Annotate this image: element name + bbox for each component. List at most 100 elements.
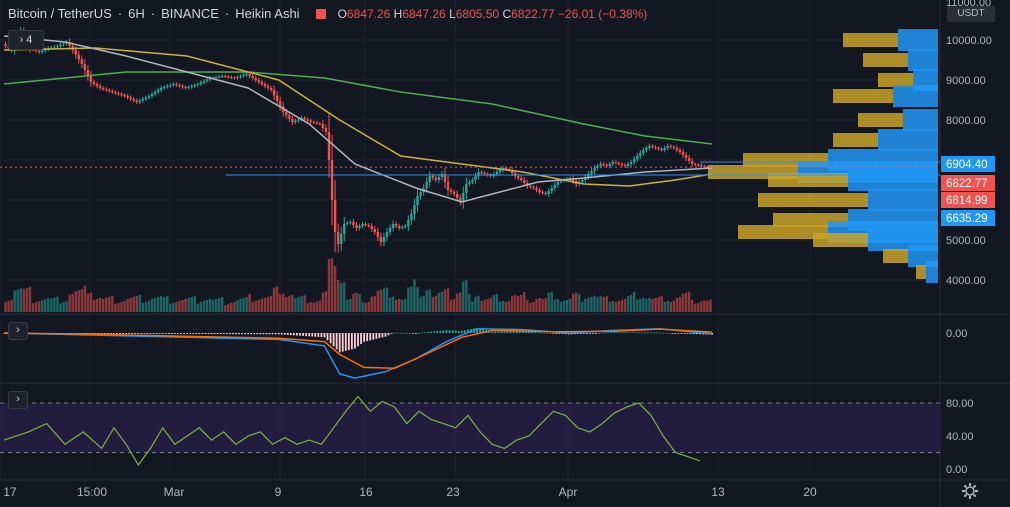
macd-histogram-bar — [408, 333, 411, 334]
macd-histogram-bar — [198, 333, 201, 334]
macd-histogram-bar — [94, 333, 97, 334]
candle-body — [199, 82, 203, 84]
candle-body — [553, 185, 557, 188]
volume-bar — [288, 296, 291, 312]
volume-bar — [388, 297, 392, 312]
ma-mid-line — [3, 47, 713, 187]
macd-histogram-bar — [466, 329, 469, 333]
macd-histogram-bar — [643, 332, 646, 334]
macd-histogram-bar — [332, 333, 335, 347]
volume-bar — [169, 303, 172, 312]
volume-bar — [587, 297, 590, 312]
candle-body — [379, 237, 383, 242]
candle-body — [291, 118, 294, 122]
candle-body — [86, 70, 90, 76]
volume-bar — [53, 297, 56, 312]
volume-bar — [404, 298, 407, 312]
candle-body — [233, 77, 236, 79]
volume-bar — [434, 295, 438, 312]
candle-body — [178, 85, 181, 86]
volume-bar — [477, 295, 480, 312]
macd-histogram-bar — [350, 333, 353, 350]
macd-histogram-bar — [302, 333, 304, 336]
volume-bar — [422, 295, 425, 312]
volume-bar — [602, 296, 605, 312]
volume-bar — [56, 296, 59, 312]
volume-bar — [657, 296, 660, 312]
volume-bar — [510, 295, 514, 312]
volume-bar — [639, 298, 642, 312]
macd-histogram-bar — [509, 331, 512, 333]
volume-bar — [611, 300, 615, 312]
currency-badge[interactable]: USDT — [947, 6, 995, 22]
candle-body — [105, 89, 108, 90]
volume-bar — [523, 291, 526, 312]
candle-body — [108, 90, 111, 91]
volume-bar — [40, 300, 44, 312]
macd-histogram-bar — [372, 333, 375, 340]
settings-gear-icon[interactable] — [960, 481, 980, 501]
volume-bar — [449, 299, 453, 312]
macd-histogram-bar — [103, 333, 106, 334]
candle-body — [196, 84, 199, 85]
macd-pane-toggle-button[interactable]: › — [8, 322, 28, 340]
macd-histogram-bar — [598, 332, 600, 334]
candle-body — [608, 164, 611, 166]
chart-style-label[interactable]: Heikin Ashi — [235, 6, 300, 21]
macd-histogram-bar — [479, 328, 481, 333]
volume-bar — [159, 295, 163, 312]
vp-up-bar — [893, 85, 938, 107]
candle-body — [150, 94, 154, 96]
candle-body — [56, 46, 59, 47]
macd-histogram-bar — [317, 333, 320, 337]
symbol-title[interactable]: Bitcoin / TetherUS — [8, 6, 112, 21]
macd-histogram-bar — [686, 333, 689, 334]
candle-body — [452, 192, 456, 194]
macd-histogram-bar — [277, 333, 280, 335]
candle-body — [437, 177, 441, 180]
volume-bar — [684, 292, 688, 312]
volume-bar — [401, 299, 404, 312]
candle-body — [376, 232, 380, 237]
vp-up-bar — [908, 49, 938, 71]
macd-histogram-bar — [134, 333, 137, 334]
candle-body — [327, 132, 331, 160]
volume-bar — [37, 301, 41, 312]
candle-body — [50, 47, 53, 49]
volume-bar — [687, 291, 691, 312]
volume-bar — [108, 296, 111, 312]
candle-body — [404, 226, 407, 227]
price-lines — [0, 161, 940, 176]
time-axis-label: 16 — [359, 485, 373, 499]
volume-bar — [294, 298, 297, 312]
indicator-toggle-button[interactable]: › 4 — [8, 30, 44, 50]
macd-histogram-bar — [689, 333, 692, 334]
candle-body — [370, 226, 373, 229]
interval-label[interactable]: 6H — [128, 6, 145, 21]
macd-histogram-bar — [698, 333, 701, 335]
candle-body — [80, 59, 84, 64]
candle-body — [443, 174, 447, 182]
candle-body — [260, 82, 264, 84]
macd-histogram-bar — [341, 333, 344, 352]
macd-histogram-bar — [531, 331, 533, 333]
volume-bar — [452, 298, 456, 312]
vp-up-bar — [926, 261, 938, 283]
macd-histogram-bar — [164, 333, 167, 334]
candle-body — [529, 186, 532, 187]
macd-histogram-bar — [140, 333, 143, 334]
macd-histogram-bar — [534, 332, 536, 333]
candle-body — [40, 50, 44, 52]
axes: 11000.0010000.009000.008000.007000.00500… — [3, 0, 995, 499]
candle-body — [465, 184, 468, 193]
volume-bar — [385, 287, 389, 312]
volume-bar — [282, 293, 285, 312]
rsi-pane-toggle-button[interactable]: › — [8, 391, 28, 409]
macd-histogram-bar — [311, 333, 314, 337]
macd-histogram-bar — [582, 333, 585, 334]
volume-bar — [593, 295, 596, 312]
volume-bar — [642, 297, 645, 312]
volume-bar — [358, 293, 361, 312]
candle-body — [297, 119, 300, 121]
